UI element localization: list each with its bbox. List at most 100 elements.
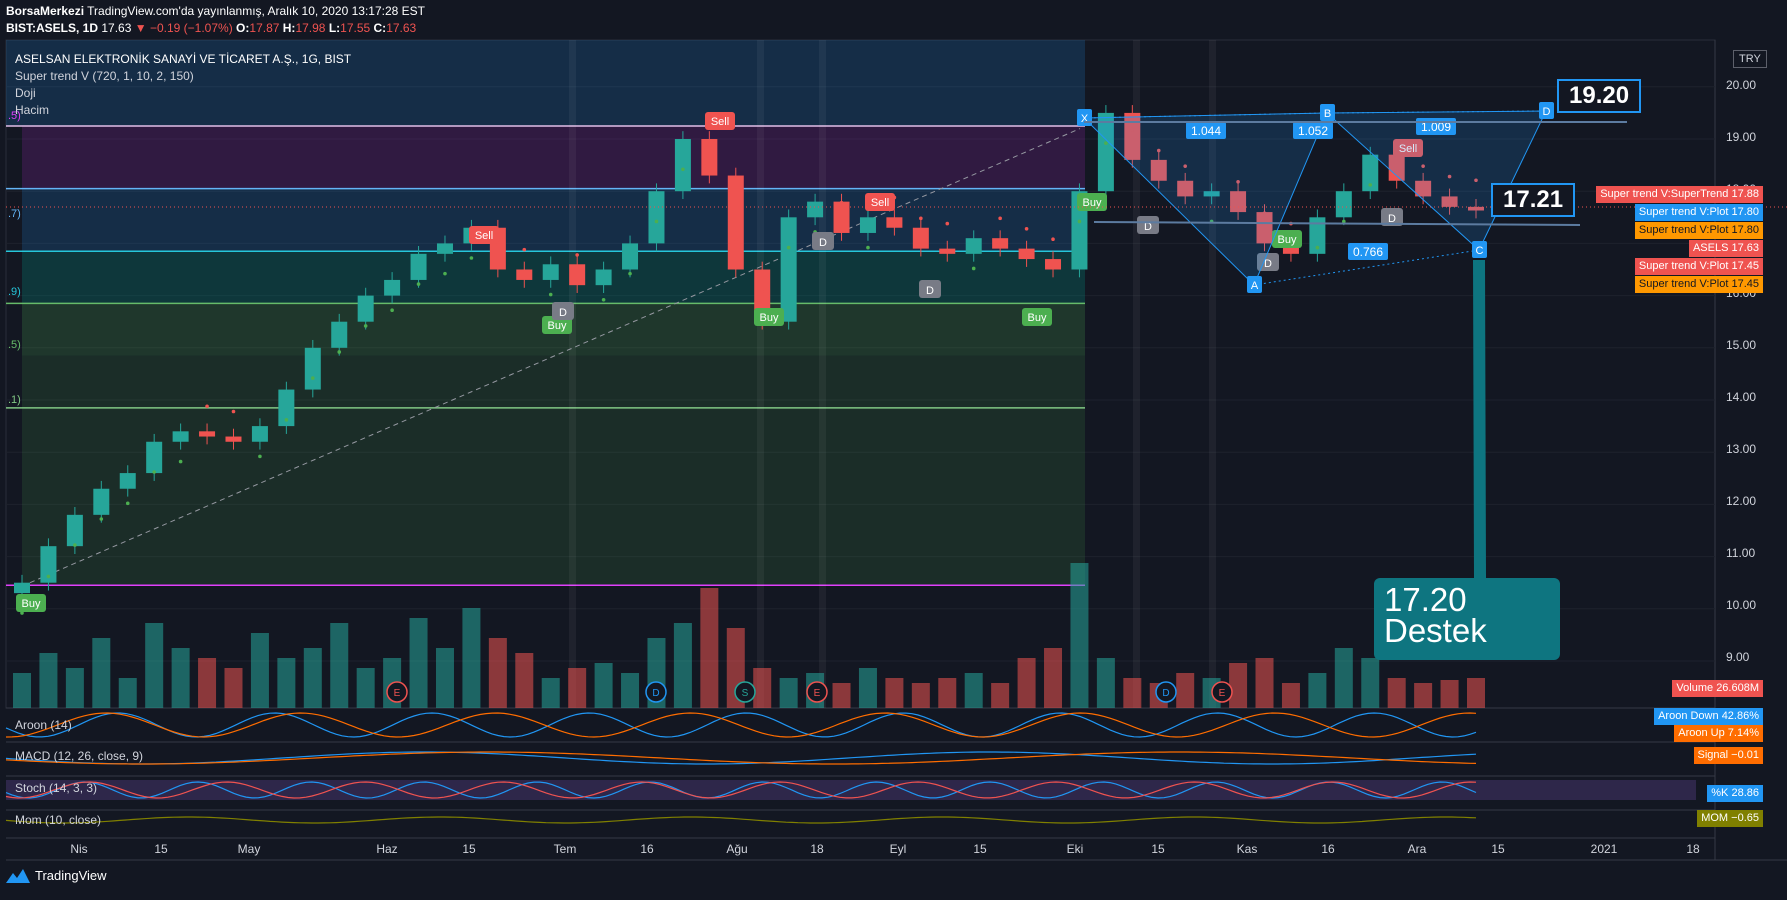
- volume-bar: [145, 623, 164, 708]
- tag-aroon-down: Aroon Down 42.86%: [1654, 708, 1763, 725]
- chart-legend: ASELSAN ELEKTRONİK SANAYİ VE TİCARET A.Ş…: [15, 51, 351, 119]
- pane-label-stoch[interactable]: Stoch (14, 3, 3): [15, 781, 98, 795]
- event-marker-label: E: [394, 688, 401, 699]
- candle-body: [992, 238, 1009, 249]
- supertrend-dot: [258, 454, 262, 459]
- legend-volume[interactable]: Hacim: [15, 103, 50, 117]
- x-tick: 16: [1321, 842, 1335, 856]
- supertrend-dot: [1368, 183, 1373, 187]
- sell-signal-label: Sell: [871, 197, 889, 209]
- fib-label: .5): [8, 339, 21, 351]
- volume-bar: [1229, 663, 1248, 708]
- candle-body: [1441, 196, 1458, 207]
- supertrend-dot: [390, 308, 394, 313]
- session-band: [757, 40, 764, 708]
- volume-bar: [462, 608, 481, 708]
- sell-signal-label: Sell: [711, 116, 729, 128]
- supertrend-dot: [522, 247, 527, 252]
- pane-label-aroon[interactable]: Aroon (14): [15, 718, 72, 732]
- volume-bar: [65, 668, 84, 708]
- x-tick: 15: [1151, 842, 1165, 856]
- buy-signal-label: Buy: [760, 312, 779, 324]
- volume-bar: [832, 683, 851, 708]
- volume-bar: [858, 668, 877, 708]
- candle-body: [278, 389, 295, 427]
- session-band: [819, 40, 826, 708]
- high-value: 17.98: [295, 21, 326, 35]
- doji-marker-label: D: [559, 307, 567, 319]
- y-tick: 19.00: [1726, 130, 1757, 144]
- supertrend-dot: [337, 350, 342, 354]
- buy-signal-label: Buy: [548, 320, 567, 332]
- supertrend-dot: [1156, 148, 1161, 153]
- volume-bar: [356, 668, 375, 708]
- candle-body: [595, 269, 612, 286]
- tag-volume: Volume 26.608M: [1672, 680, 1763, 697]
- volume-bar: [224, 668, 243, 708]
- candle-body: [807, 201, 824, 218]
- pane-label-mom[interactable]: Mom (10, close): [15, 813, 102, 827]
- currency-badge[interactable]: TRY: [1733, 50, 1767, 68]
- volume-bar: [1176, 673, 1195, 708]
- supertrend-dot: [998, 216, 1002, 221]
- aroon-up-line: [5, 712, 1477, 738]
- volume-bar: [779, 678, 798, 708]
- buy-signal: [754, 308, 784, 326]
- pattern-point-label: X: [1081, 113, 1089, 125]
- tag-mom: MOM −0.65: [1697, 810, 1763, 827]
- low-value: 17.55: [340, 21, 371, 35]
- candle-body: [622, 243, 639, 270]
- support-label: Destek: [1384, 612, 1487, 649]
- candle-body: [674, 139, 691, 192]
- volume-bar: [753, 668, 772, 708]
- support-note[interactable]: 17.20 Destek: [1374, 578, 1560, 660]
- ratio-label: [1293, 122, 1333, 139]
- supertrend-dot: [1447, 174, 1452, 179]
- fib-label: .9): [8, 286, 21, 298]
- candle-body: [701, 139, 718, 176]
- event-marker: [806, 681, 828, 703]
- supertrend-dot: [1077, 219, 1082, 224]
- volume-bar: [1387, 678, 1406, 708]
- legend-doji[interactable]: Doji: [15, 86, 36, 100]
- volume-bar: [1414, 683, 1433, 708]
- x-tick: 15: [973, 842, 987, 856]
- event-marker: [734, 681, 756, 703]
- aroon-down-line: [5, 712, 1477, 738]
- doji-marker: [1381, 208, 1403, 226]
- target-price-box[interactable]: 19.20: [1557, 79, 1642, 113]
- candle-body: [1309, 217, 1326, 254]
- doji-marker-label: D: [1388, 213, 1396, 225]
- stoch-band: [6, 780, 1696, 800]
- supertrend-dot: [601, 297, 606, 302]
- candle-body: [172, 431, 189, 442]
- pane-label-macd[interactable]: MACD (12, 26, close, 9): [15, 749, 144, 763]
- candle-body: [14, 582, 30, 594]
- trend-line: [29, 128, 1081, 584]
- supertrend-dot: [125, 501, 130, 506]
- supertrend-dot: [733, 237, 738, 242]
- doji-marker-label: D: [926, 285, 934, 297]
- volume-bar: [991, 683, 1010, 708]
- y-tick: 10.00: [1726, 598, 1757, 612]
- close-label: C:: [373, 21, 387, 35]
- volume-bar: [92, 638, 111, 708]
- ohlc-line: BIST:ASELS, 1D 17.63 ▼ −0.19 (−1.07%) O:…: [6, 21, 416, 35]
- volume-bar: [1123, 678, 1142, 708]
- legend-supertrend[interactable]: Super trend V (720, 1, 10, 2, 150): [15, 69, 194, 83]
- tradingview-brand[interactable]: TradingView: [6, 868, 107, 883]
- x-tick: 15: [154, 842, 168, 856]
- volume-bar: [303, 648, 322, 708]
- volume-bar: [911, 683, 930, 708]
- candle-body: [146, 441, 163, 474]
- candle-body: [1468, 206, 1484, 211]
- candle-body: [833, 201, 850, 233]
- current-price-box[interactable]: 17.21: [1491, 183, 1576, 217]
- supertrend-dot: [1024, 226, 1029, 231]
- volume-bar: [1440, 680, 1459, 708]
- supertrend-dot: [363, 324, 368, 328]
- volume-bar: [1308, 673, 1327, 708]
- pattern-point-label: D: [1543, 106, 1551, 118]
- volume-bar: [1361, 658, 1380, 708]
